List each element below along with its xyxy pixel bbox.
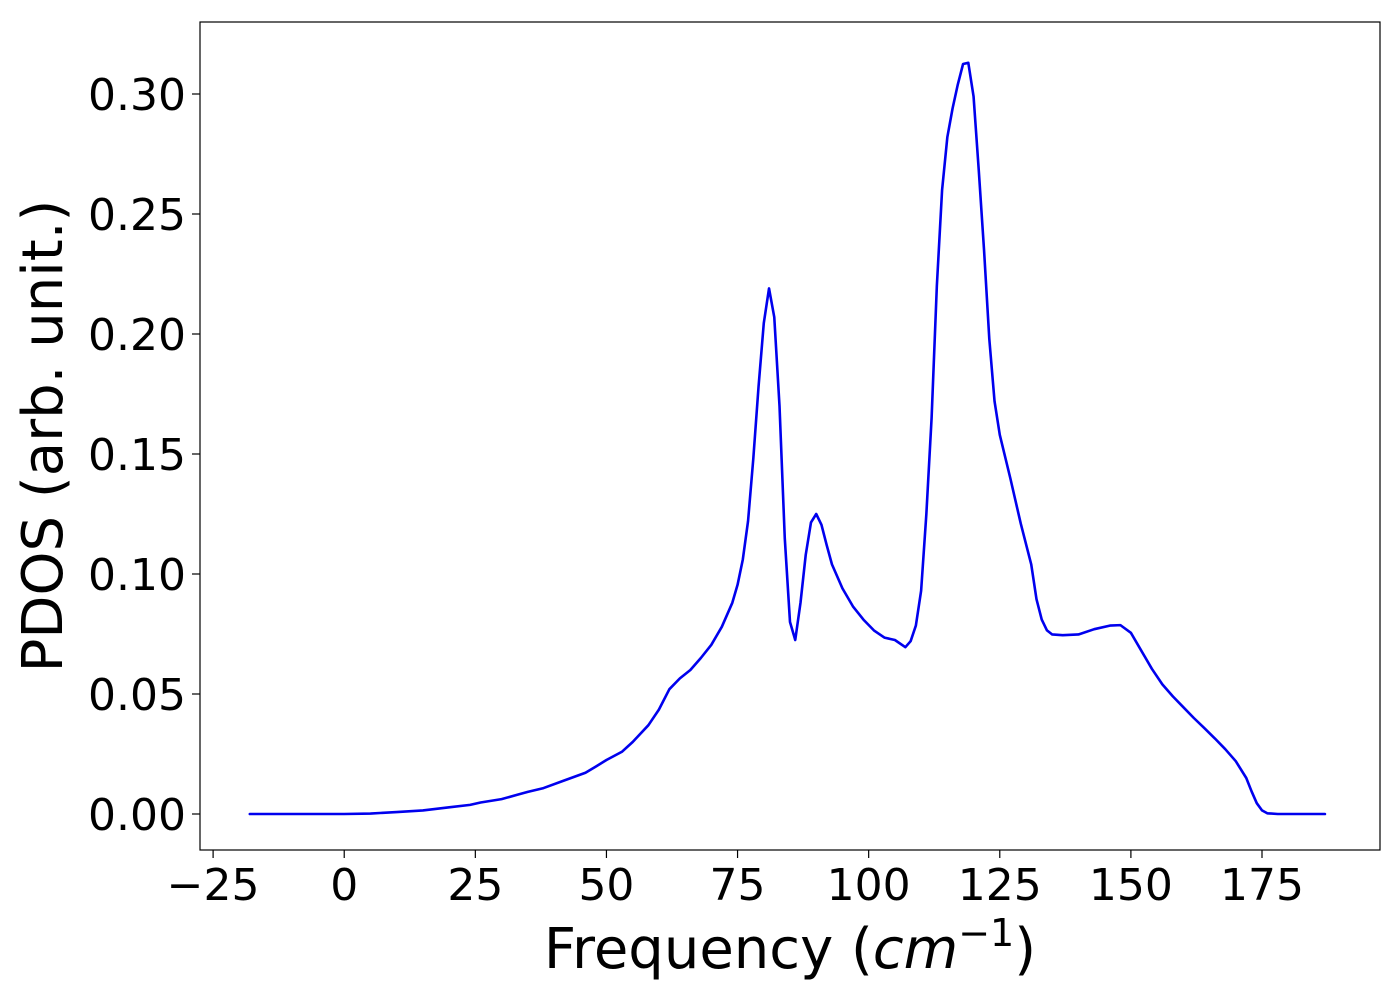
y-tick-label: 0.30 [88,70,186,121]
x-tick-label: 0 [330,860,358,911]
x-axis-ticks: −25 0 25 50 75 100 125 150 175 [167,850,1304,911]
x-tick-label: 175 [1220,860,1304,911]
x-tick-label: 125 [958,860,1042,911]
x-tick-label: −25 [167,860,260,911]
y-tick-label: 0.25 [88,190,186,241]
pdos-series-line [248,61,1327,816]
x-axis-label: Frequency (cm−1) [544,911,1036,982]
x-tick-label: 100 [827,860,911,911]
y-axis-label: PDOS (arb. unit.) [11,200,76,673]
y-tick-label: 0.05 [88,670,186,721]
x-tick-label: 25 [447,860,503,911]
y-tick-label: 0.00 [88,790,186,841]
y-tick-label: 0.20 [88,310,186,361]
x-tick-label: 75 [710,860,766,911]
series-group [248,61,1327,816]
y-tick-label: 0.10 [88,550,186,601]
y-tick-label: 0.15 [88,430,186,481]
y-axis-ticks: 0.00 0.05 0.10 0.15 0.20 0.25 0.30 [88,70,200,841]
plot-area-frame [199,21,1381,851]
x-tick-label: 50 [578,860,634,911]
x-tick-label: 150 [1089,860,1173,911]
